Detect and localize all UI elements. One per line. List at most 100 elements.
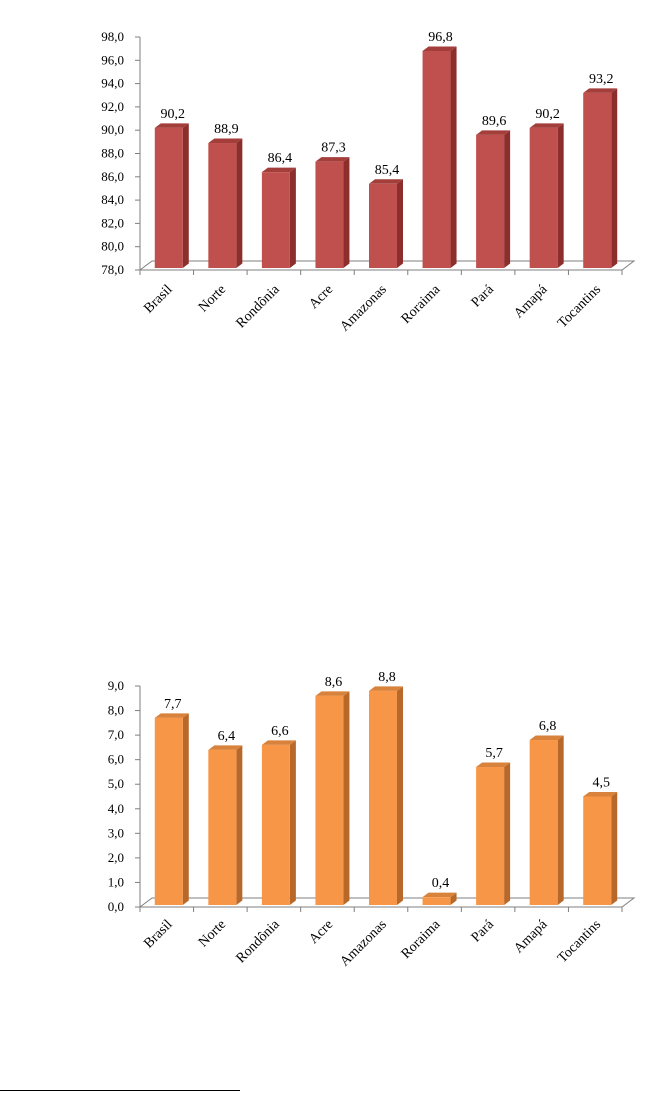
y-tick-label: 9,0 xyxy=(108,678,124,693)
data-label: 85,4 xyxy=(375,163,400,178)
bar-top xyxy=(154,123,189,128)
data-label: 7,7 xyxy=(164,697,182,712)
y-tick-label: 78,0 xyxy=(101,262,124,277)
y-tick-label: 4,0 xyxy=(108,801,124,816)
bar-side xyxy=(182,713,189,905)
bar xyxy=(529,735,564,905)
bar xyxy=(208,138,243,268)
bar-front xyxy=(261,744,290,905)
bar xyxy=(369,179,403,268)
y-tick-label: 2,0 xyxy=(108,850,124,865)
footnote-rule xyxy=(0,1090,240,1091)
bar xyxy=(154,713,189,905)
data-label: 6,8 xyxy=(539,719,557,734)
y-tick-label: 98,0 xyxy=(101,29,124,44)
bar-top xyxy=(476,130,511,135)
bar-front xyxy=(529,127,558,269)
bar xyxy=(208,745,243,905)
bar xyxy=(315,157,350,268)
bar-front xyxy=(315,695,344,905)
category-label: Roraima xyxy=(399,917,444,962)
y-tick-label: 5,0 xyxy=(108,776,124,791)
y-tick-label: 0,0 xyxy=(108,899,124,914)
bar xyxy=(476,130,511,268)
bar-side xyxy=(182,123,189,269)
bar-front xyxy=(154,127,183,269)
bar xyxy=(261,740,296,905)
category-label: Rondônia xyxy=(234,917,284,967)
bar-side xyxy=(236,138,243,268)
bar xyxy=(422,46,457,269)
y-tick-label: 80,0 xyxy=(101,239,124,254)
bar-front xyxy=(369,690,397,905)
category-label: Acre xyxy=(306,917,336,947)
bar-side xyxy=(611,88,618,268)
y-tick-label: 86,0 xyxy=(101,169,124,184)
bar-top xyxy=(261,740,296,745)
y-tick-label: 96,0 xyxy=(101,52,124,67)
bar xyxy=(261,167,296,268)
bar-top xyxy=(208,138,243,144)
bar-top xyxy=(583,792,618,797)
bar xyxy=(154,123,189,269)
bar-side xyxy=(450,46,457,269)
category-label: Pará xyxy=(469,917,498,946)
y-tick-label: 1,0 xyxy=(108,874,124,889)
axes: 78,0 80,0 82,0 84,0 86,0 88,0 90,0 92,0 94,0 96,0… xyxy=(101,29,636,277)
y-tick-label: 8,0 xyxy=(108,703,124,718)
bar-top xyxy=(583,88,618,93)
data-label: 86,4 xyxy=(268,151,293,166)
bar-side xyxy=(557,735,564,905)
bar-top xyxy=(208,745,243,750)
data-label: 89,6 xyxy=(482,114,507,129)
bar-front xyxy=(208,749,237,905)
bar-top xyxy=(476,762,511,768)
bar xyxy=(529,123,564,269)
category-label: Amazonas xyxy=(337,917,389,969)
axes: 0,0 1,0 2,0 3,0 4,0 5,0 6,0 7,0 8,0 9,0 xyxy=(108,678,636,914)
bar-side xyxy=(343,691,350,905)
data-label: 96,8 xyxy=(428,30,453,45)
chart-1: 78,0 80,0 82,0 84,0 86,0 88,0 90,0 92,0 94,0 96,0… xyxy=(101,29,636,335)
bar-side xyxy=(397,686,403,905)
data-label: 8,8 xyxy=(378,670,396,685)
y-tick-label: 90,0 xyxy=(101,122,124,137)
bar-side xyxy=(504,762,511,905)
chart-2: 0,0 1,0 2,0 3,0 4,0 5,0 6,0 7,0 8,0 9,0 7,7 Brasil 6… xyxy=(108,670,636,970)
data-label: 6,6 xyxy=(271,724,289,739)
y-tick-label: 92,0 xyxy=(101,99,124,114)
bar-top xyxy=(529,123,564,128)
category-label: Tocantins xyxy=(555,917,604,966)
bar-top xyxy=(154,713,189,718)
data-label: 88,9 xyxy=(214,122,239,137)
data-label: 5,7 xyxy=(485,746,503,761)
y-tick-label: 88,0 xyxy=(101,146,124,161)
bar xyxy=(583,88,618,268)
category-label: Amapá xyxy=(511,917,551,957)
bar-top xyxy=(369,686,403,691)
y-tick-label: 82,0 xyxy=(101,215,124,230)
bar-top xyxy=(261,167,296,173)
bar-top xyxy=(315,691,350,696)
data-label: 4,5 xyxy=(592,776,610,791)
bar-front xyxy=(261,172,290,268)
bar-top xyxy=(315,157,350,162)
data-label: 87,3 xyxy=(321,141,346,156)
bar-top xyxy=(422,892,457,898)
data-label: 90,2 xyxy=(535,107,560,122)
bar-front xyxy=(154,717,183,905)
y-tick-label: 3,0 xyxy=(108,825,124,840)
data-label: 6,4 xyxy=(218,729,236,744)
bar-front xyxy=(476,134,505,268)
category-label: Norte xyxy=(196,917,229,950)
bar-side xyxy=(236,745,243,905)
bar-front xyxy=(369,183,397,268)
bar-top xyxy=(369,179,403,184)
y-tick-label: 6,0 xyxy=(108,752,124,767)
y-tick-label: 94,0 xyxy=(101,76,124,91)
bar xyxy=(583,792,618,905)
data-label: 90,2 xyxy=(161,107,186,122)
data-label: 8,6 xyxy=(325,675,343,690)
bar-front xyxy=(529,740,558,905)
bar xyxy=(422,892,457,905)
